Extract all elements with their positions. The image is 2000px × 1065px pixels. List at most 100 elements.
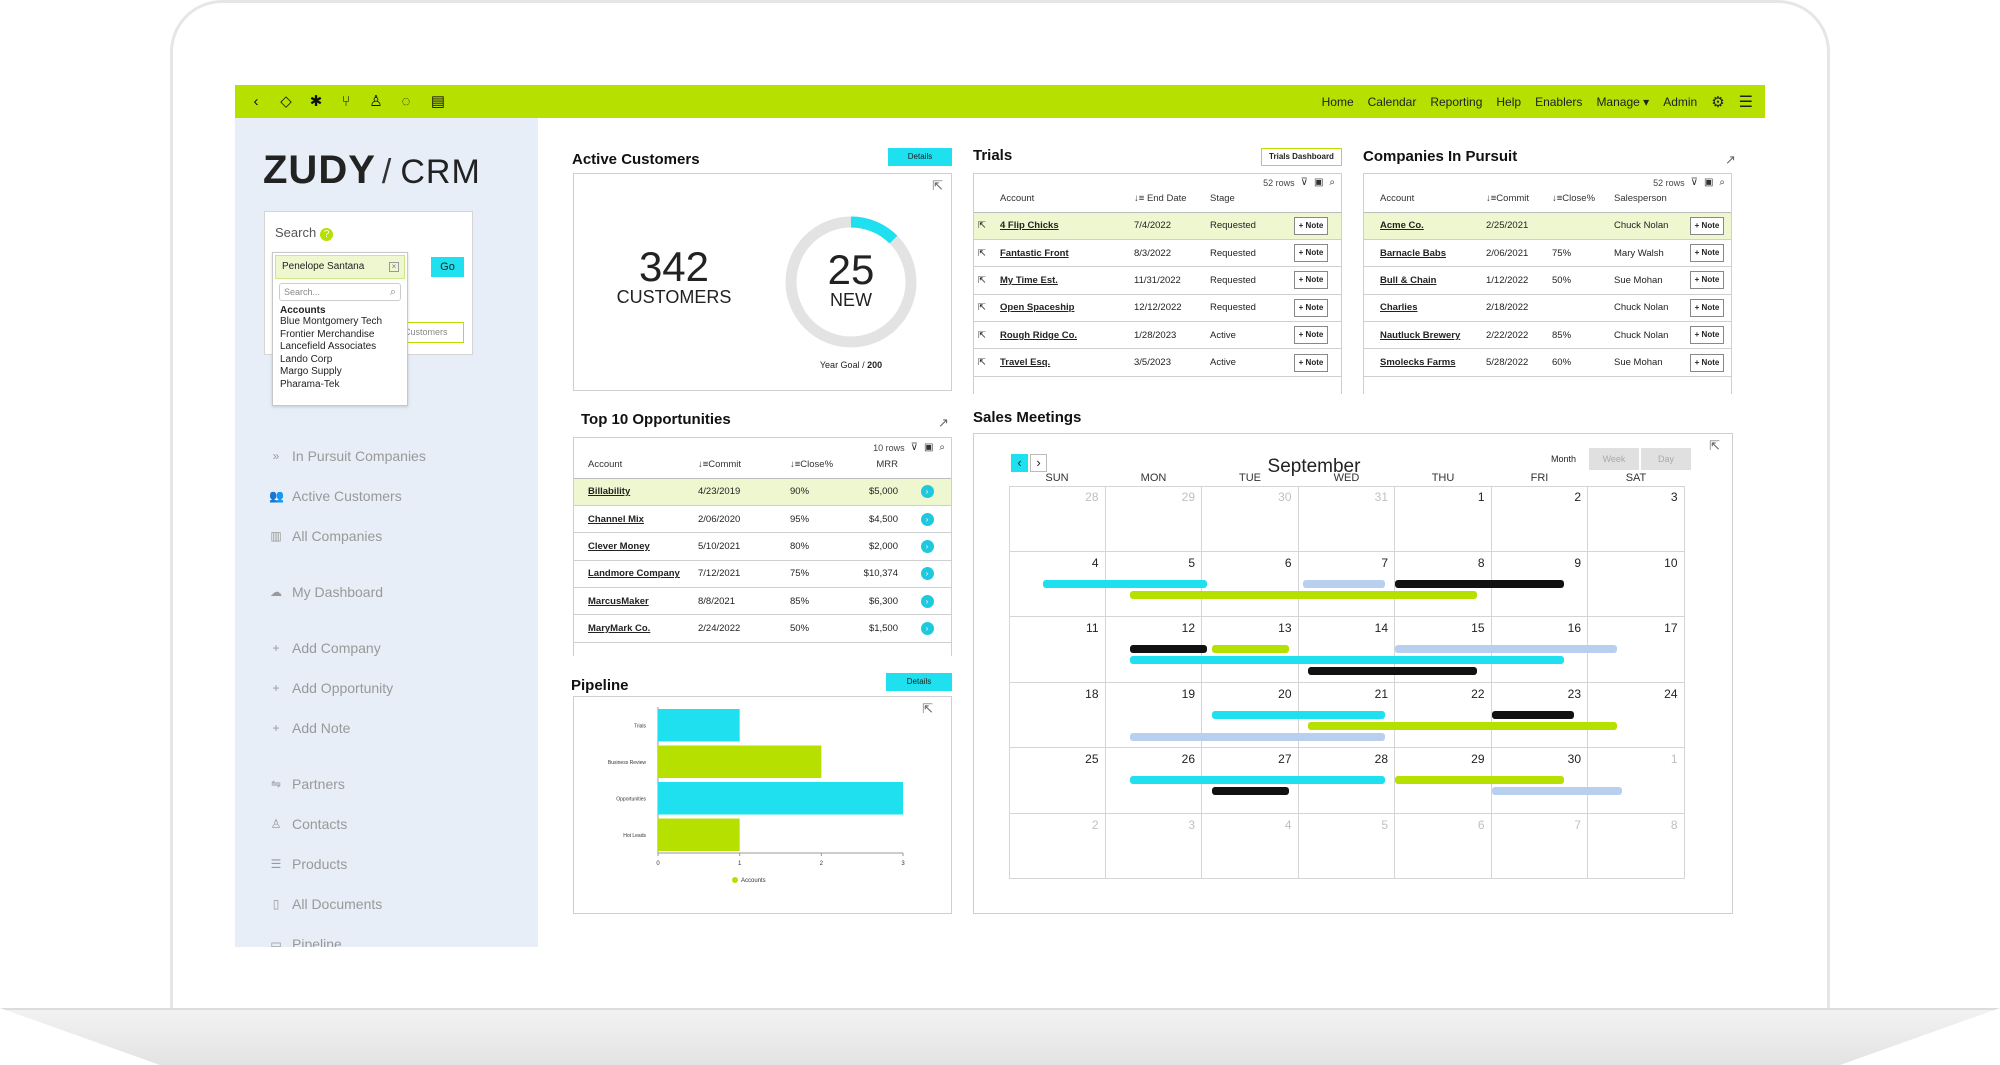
table-row[interactable]: Channel Mix 2/06/2020 95% $4,500 › <box>574 505 951 534</box>
table-row[interactable]: Bull & Chain 1/12/2022 50% Sue Mohan + Note <box>1364 266 1731 295</box>
pipeline-bar[interactable] <box>658 818 740 852</box>
dropdown-item[interactable]: Lancefield Associates <box>280 341 377 352</box>
calendar-day[interactable]: 1 <box>1588 748 1685 814</box>
calendar-day[interactable]: 30 <box>1491 748 1588 814</box>
nav-enablers[interactable]: Enablers <box>1535 94 1583 109</box>
table-row[interactable]: ⇱ 4 Flip Chicks 7/4/2022 Requested + Note <box>974 212 1341 240</box>
sidebar-item-partners[interactable]: ⇋ Partners <box>269 774 345 794</box>
back-icon[interactable]: ‹ <box>253 92 259 110</box>
dropdown-search-input[interactable]: Search... ⌕ <box>279 283 401 301</box>
dropdown-item[interactable]: Margo Supply <box>280 366 342 377</box>
table-row[interactable]: Smolecks Farms 5/28/2022 60% Sue Mohan + Not… <box>1364 348 1731 377</box>
calendar-event[interactable] <box>1211 787 1289 795</box>
clear-icon[interactable]: × <box>389 262 399 272</box>
calendar-event[interactable] <box>1211 645 1289 653</box>
add-note-button[interactable]: + Note <box>1294 216 1328 235</box>
search-icon[interactable]: ⌕ <box>1329 177 1335 188</box>
chevron-right-icon[interactable]: › <box>920 485 934 499</box>
add-note-button[interactable]: + Note <box>1294 244 1328 263</box>
filter-icon[interactable]: ⊽ <box>1300 177 1308 188</box>
table-row[interactable]: MaryMark Co. 2/24/2022 50% $1,500 › <box>574 614 951 643</box>
sidebar-item-contacts[interactable]: ♙ Contacts <box>269 814 348 834</box>
prev-month-button[interactable]: ‹ <box>1011 454 1028 472</box>
column-header[interactable]: ↓≡Commit <box>1482 186 1548 213</box>
expand-icon[interactable]: ↗ <box>1725 152 1736 167</box>
account-link[interactable]: MarcusMaker <box>574 587 694 616</box>
nav-help[interactable]: Help <box>1496 94 1522 109</box>
table-row[interactable]: ⇱ My Time Est. 11/31/2022 Requested + Note <box>974 266 1341 295</box>
calendar-day[interactable]: 19 <box>1105 682 1202 748</box>
add-note-button[interactable]: + Note <box>1690 326 1724 345</box>
chevron-right-icon[interactable]: › <box>920 622 934 636</box>
account-link[interactable]: Charlies <box>1364 294 1482 323</box>
spinner-icon[interactable]: ◌ <box>401 92 411 110</box>
account-link[interactable]: My Time Est. <box>996 266 1130 295</box>
add-note-button[interactable]: + Note <box>1690 298 1724 317</box>
save-icon[interactable]: ▣ <box>1703 177 1714 188</box>
calendar-event[interactable] <box>1042 579 1207 588</box>
calendar-day[interactable]: 23 <box>1491 682 1588 748</box>
nav-manage[interactable]: Manage ▾ <box>1596 95 1649 109</box>
calendar-day[interactable]: 28 <box>1009 486 1106 552</box>
add-note-button[interactable]: + Note <box>1294 298 1328 317</box>
flag-icon[interactable]: ▤ <box>430 92 446 110</box>
sidebar-item-active-customers[interactable]: 👥 Active Customers <box>269 486 402 506</box>
table-row[interactable]: Billability 4/23/2019 90% $5,000 › <box>574 478 951 506</box>
pipeline-bar[interactable] <box>658 709 740 742</box>
table-row[interactable]: Charlies 2/18/2022 Chuck Nolan + Note <box>1364 294 1731 323</box>
calendar-day[interactable]: 8 <box>1588 813 1685 879</box>
account-link[interactable]: Nautluck Brewery <box>1364 321 1482 350</box>
account-link[interactable]: Clever Money <box>574 532 694 561</box>
calendar-event[interactable] <box>1308 667 1478 675</box>
add-note-button[interactable]: + Note <box>1690 244 1724 263</box>
calendar-day[interactable]: 24 <box>1588 682 1685 748</box>
add-note-button[interactable]: + Note <box>1690 216 1724 235</box>
open-icon[interactable]: ⇱ <box>974 239 996 268</box>
calendar-event[interactable] <box>1491 710 1574 719</box>
save-icon[interactable]: ▣ <box>1313 177 1324 188</box>
calendar-event[interactable] <box>1129 656 1564 664</box>
filter-icon[interactable]: ⊽ <box>910 442 918 453</box>
sidebar-item-add-company[interactable]: + Add Company <box>269 638 380 658</box>
filter-icon[interactable]: ⊽ <box>1690 177 1698 188</box>
calendar-event[interactable] <box>1491 787 1622 795</box>
calendar-event[interactable] <box>1129 590 1478 599</box>
nav-reporting[interactable]: Reporting <box>1430 94 1483 109</box>
sidebar-item-add-opportunity[interactable]: + Add Opportunity <box>269 678 393 698</box>
chevron-right-icon[interactable]: › <box>920 512 934 526</box>
calendar-day[interactable]: 2 <box>1009 813 1106 879</box>
help-icon[interactable]: ? <box>320 228 334 241</box>
calendar-day[interactable]: 6 <box>1202 551 1299 617</box>
account-link[interactable]: Acme Co. <box>1364 212 1482 240</box>
calendar-event[interactable] <box>1395 645 1617 653</box>
sidebar-item-all-documents[interactable]: ▯ All Documents <box>269 894 383 914</box>
column-header[interactable]: Account <box>574 452 694 479</box>
calendar-day[interactable]: 7 <box>1491 813 1588 879</box>
expand-icon[interactable]: ↗ <box>938 415 949 430</box>
go-button[interactable]: Go <box>431 257 464 277</box>
table-row[interactable]: ⇱ Open Spaceship 12/12/2022 Requested + Note <box>974 294 1341 323</box>
external-link-icon[interactable]: ⇱ <box>1709 438 1720 453</box>
calendar-day[interactable]: 1 <box>1395 486 1492 552</box>
add-note-button[interactable]: + Note <box>1294 326 1328 345</box>
open-icon[interactable]: ⇱ <box>974 266 996 295</box>
table-row[interactable]: Acme Co. 2/25/2021 Chuck Nolan + Note <box>1364 212 1731 240</box>
calendar-day[interactable]: 17 <box>1588 617 1685 683</box>
calendar-day[interactable]: 9 <box>1491 551 1588 617</box>
view-month-button[interactable]: Month <box>1550 454 1576 464</box>
chevron-right-icon[interactable]: › <box>920 567 934 581</box>
column-header[interactable]: Account <box>1364 186 1482 213</box>
calendar-day[interactable]: 6 <box>1395 813 1492 879</box>
calendar-day[interactable]: 11 <box>1009 617 1106 683</box>
search-icon[interactable]: ⌕ <box>939 442 945 453</box>
account-link[interactable]: Billability <box>574 478 694 506</box>
calendar-day[interactable]: 10 <box>1588 551 1685 617</box>
view-week-button[interactable]: Week <box>1589 448 1639 470</box>
sidebar-item-add-note[interactable]: + Add Note <box>269 718 350 738</box>
dropdown-item[interactable]: Lando Corp <box>280 353 333 365</box>
save-icon[interactable]: ▣ <box>923 442 934 453</box>
sidebar-item-my-dashboard[interactable]: ☁ My Dashboard <box>269 582 383 602</box>
selected-person[interactable]: Penelope Santana × <box>275 255 405 279</box>
nav-admin[interactable]: Admin <box>1663 94 1698 109</box>
open-icon[interactable]: ⇱ <box>974 294 996 323</box>
